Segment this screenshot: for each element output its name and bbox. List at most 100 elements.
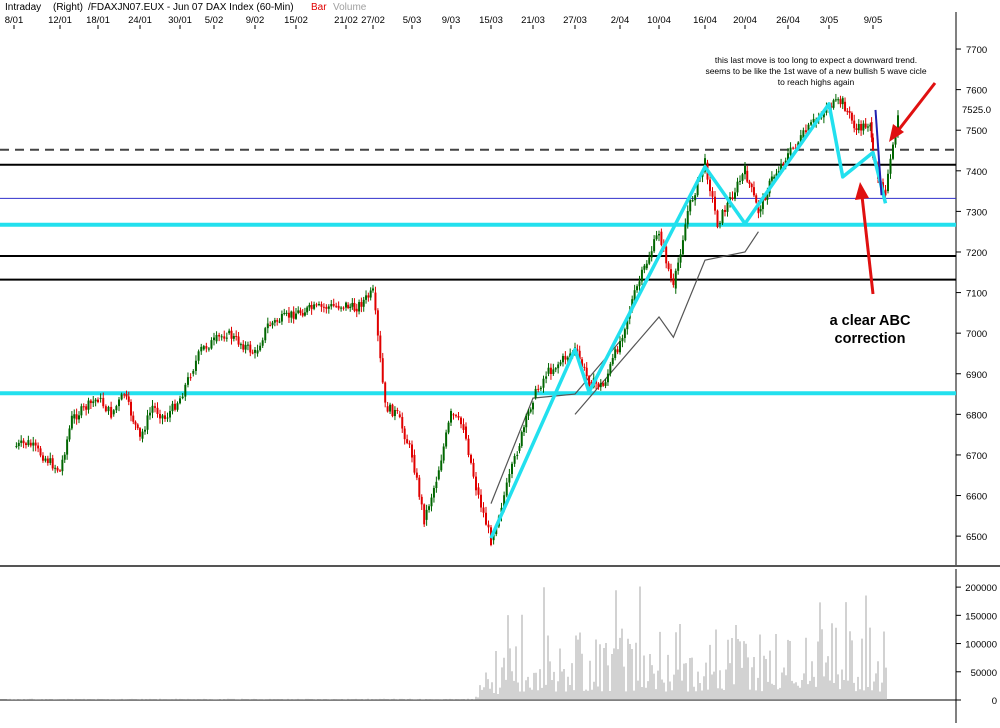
candle-body — [420, 496, 423, 505]
candle-body — [569, 353, 572, 358]
candle-body — [636, 286, 639, 291]
candle-body — [566, 357, 569, 360]
candle-body — [179, 398, 181, 404]
candle-body — [626, 318, 629, 330]
candle-body — [686, 210, 689, 225]
header-series-bar[interactable]: Bar — [311, 2, 327, 13]
candle-body — [379, 335, 382, 359]
candle-body — [184, 384, 187, 397]
candle-body — [503, 495, 506, 508]
candle-body — [386, 406, 389, 412]
candle-body — [210, 340, 213, 349]
x-tick-label: 18/01 — [86, 15, 110, 26]
candle-body — [123, 394, 126, 396]
candle-body — [892, 144, 894, 159]
candle-body — [614, 349, 617, 358]
candle-body — [604, 382, 607, 386]
candle-body — [866, 126, 869, 128]
header-series-volume[interactable]: Volume — [333, 2, 367, 13]
candle-body — [889, 158, 892, 174]
candle-body — [207, 348, 210, 350]
candle-body — [850, 112, 853, 121]
candle-body — [799, 135, 802, 143]
candle-body — [315, 304, 318, 306]
candle-body — [731, 197, 734, 199]
candle-body — [757, 202, 760, 214]
candle-body — [857, 124, 860, 131]
candle-body — [677, 262, 680, 271]
candle-body — [169, 411, 171, 418]
candle-body — [810, 122, 813, 125]
candle-body — [511, 463, 513, 475]
candle-body — [218, 334, 221, 337]
candle-body — [141, 431, 144, 439]
y-tick-label: 7700 — [966, 45, 987, 56]
candle-body — [714, 196, 716, 211]
candle-body — [643, 265, 646, 270]
candle-body — [492, 534, 495, 541]
volume-tick-label: 200000 — [965, 583, 997, 594]
candle-body — [665, 246, 668, 264]
candle-body — [244, 345, 247, 350]
candle-body — [467, 438, 470, 455]
x-tick-label: 5/03 — [403, 15, 422, 26]
candle-body — [68, 428, 71, 440]
y-tick-label: 7600 — [966, 86, 987, 97]
candle-body — [365, 295, 368, 300]
candle-body — [189, 377, 192, 379]
candle-body — [623, 329, 626, 339]
candle-body — [61, 459, 64, 472]
x-axis-ticks: 8/01 12/01 18/01 24/01 30/01 5/02 9/02 15/02 21/… — [5, 15, 882, 29]
candle-body — [711, 191, 714, 197]
header-interval: Intraday — [5, 2, 41, 13]
candle-body — [266, 323, 269, 329]
x-tick-label: 21/02 — [334, 15, 358, 26]
candle-body — [773, 176, 776, 179]
candle-body — [415, 472, 418, 478]
candle-body — [401, 417, 404, 429]
candle-body — [529, 409, 532, 412]
candle-body — [372, 288, 374, 291]
candle-body — [322, 306, 325, 308]
candle-body — [306, 307, 309, 313]
candle-body — [134, 421, 137, 425]
candle-body — [599, 383, 602, 388]
candle-body — [335, 305, 338, 307]
candle-body — [278, 321, 281, 323]
candle-body — [691, 200, 694, 202]
candle-body — [667, 263, 670, 270]
candle-body — [136, 424, 139, 429]
candle-body — [82, 406, 85, 408]
candle-body — [597, 383, 600, 388]
candle-body — [313, 304, 316, 309]
candle-body — [144, 429, 146, 432]
candle-body — [460, 417, 462, 425]
candle-body — [102, 397, 105, 407]
candle-body — [310, 304, 313, 310]
candle-body — [853, 120, 856, 129]
candle-body — [462, 424, 465, 430]
candle-body — [447, 422, 450, 433]
candle-body — [17, 442, 20, 447]
candle-body — [176, 403, 179, 410]
candle-body — [839, 99, 842, 105]
y-tick-label: 7000 — [966, 329, 987, 340]
candle-body — [39, 448, 42, 456]
candle-body — [561, 355, 564, 363]
candle-body — [340, 307, 343, 309]
candle-body — [381, 358, 384, 383]
candle-body — [27, 440, 30, 446]
candle-body — [285, 312, 288, 314]
candle-body — [99, 397, 102, 399]
candle-body — [398, 414, 401, 418]
candle-body — [249, 344, 252, 353]
candle-body — [215, 334, 218, 342]
candle-body — [194, 360, 197, 371]
candle-body — [457, 415, 460, 418]
candle-body — [54, 467, 57, 469]
candle-body — [130, 401, 132, 416]
arrow-up-correction — [860, 195, 875, 295]
candle-body — [403, 428, 406, 440]
